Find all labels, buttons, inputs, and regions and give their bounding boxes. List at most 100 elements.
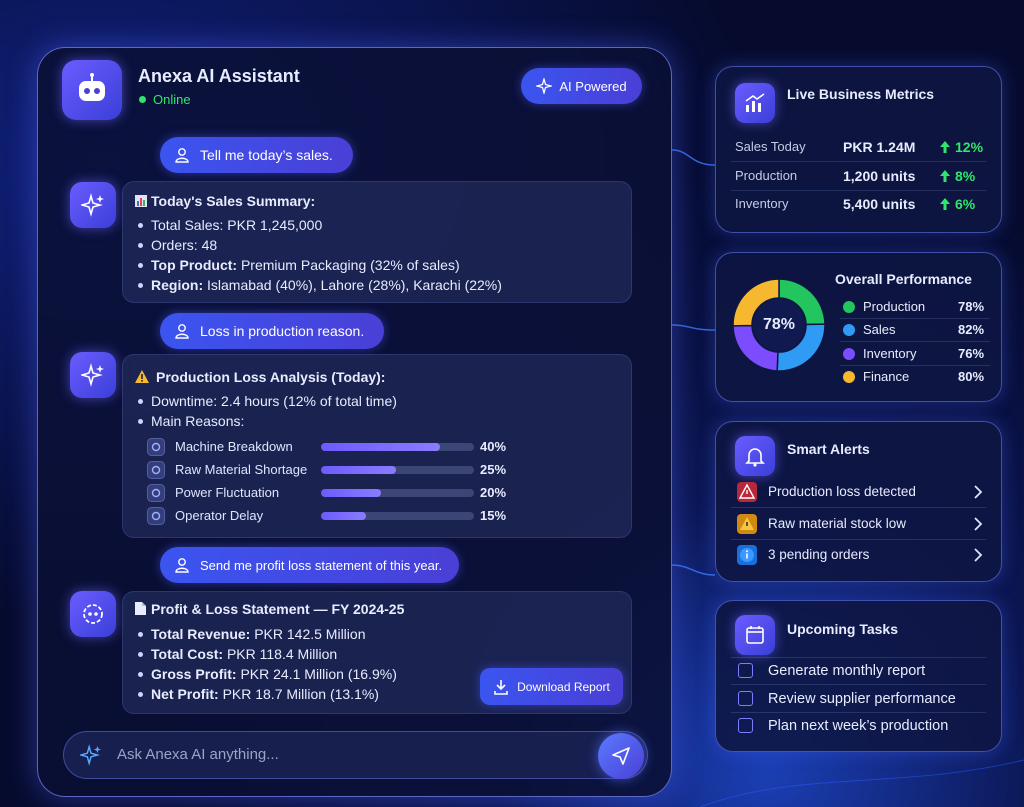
user-text: Loss in production reason. [200,323,365,339]
list-item: Main Reasons: [136,412,244,430]
item-label: Orders: [151,237,198,253]
divider [840,364,990,366]
list-item: Downtime: 2.4 hours (12% of total time) [136,392,397,410]
alert-icon [737,482,757,502]
item-label: Total Revenue: [151,626,251,642]
user-message: Tell me today’s sales. [160,137,353,173]
bar-track [321,512,474,520]
connector [671,149,716,166]
sparkle-icon [536,78,553,94]
divider [731,711,986,713]
alert-text: 3 pending orders [768,547,870,562]
assistant-status: Online [153,92,191,107]
sparkle-icon [81,363,104,387]
chart-emoji [135,195,147,207]
list-item: Total Revenue: PKR 142.5 Million [136,625,365,643]
item-text: Premium Packaging (32% of sales) [240,257,460,273]
ai-avatar [70,352,116,398]
tasks-icon [735,615,775,655]
user-icon [175,558,189,573]
chevron[interactable] [973,485,983,499]
bar [321,512,366,520]
legend-dot [843,370,855,383]
connector [671,324,716,331]
donut-chart [732,278,826,372]
metric-label: Production [735,167,798,183]
chevron[interactable] [973,548,983,562]
item-label: Main Reasons: [151,413,245,429]
message-heading: Today's Sales Summary: [151,193,316,209]
connector [671,564,716,576]
download-icon [494,679,508,695]
alert-text: Production loss detected [768,484,916,499]
up-arrow [940,198,950,210]
metric-change: 12% [955,139,984,155]
chat-input[interactable] [63,731,648,779]
legend-name: Inventory [863,345,917,361]
item-text: PKR 18.7 Million (13.1%) [222,686,379,702]
legend-dot [843,324,855,337]
donut-hole [753,299,805,351]
chevron[interactable] [973,516,983,531]
reason-icon [147,438,165,456]
user-message: Loss in production reason. [160,313,384,349]
reason-value: 25% [480,462,507,477]
checkbox[interactable] [738,663,753,678]
message-heading: Production Loss Analysis (Today): [156,369,386,385]
user-message: Send me profit loss statement of this ye… [160,547,459,583]
bar-track [321,489,474,497]
metric-value: 1,200 units [843,167,916,184]
divider [731,538,986,540]
ai-badge: AI Powered [521,68,642,104]
donut-segment [732,278,780,327]
chart-glyph [745,93,765,112]
divider [840,318,990,319]
item-label: Net Profit: [151,686,219,702]
assistant-title: Anexa AI Assistant [138,66,300,86]
reason-icon [147,461,165,479]
ai-avatar [70,182,116,228]
item-label: Total Cost: [151,646,224,662]
donut-center: 78% [762,316,796,333]
reason-icon [147,484,165,502]
alert-icon [737,513,757,534]
reason-name: Power Fluctuation [175,485,280,500]
item-label: Top Product: [151,257,238,273]
item-text: 2.4 hours (12% of total time) [221,393,397,409]
legend-dot [843,347,855,360]
warning-emoji [135,370,149,383]
send-icon [612,747,630,765]
item-label: Gross Profit: [151,666,237,682]
list-item: Region: Islamabad (40%), Lahore (28%), K… [136,276,502,294]
legend-value: 80% [958,368,985,384]
item-label: Downtime: [151,393,218,409]
button-text: Download Report [517,679,610,694]
bar-track [321,443,474,451]
reason-icon [147,507,165,525]
checkbox[interactable] [738,718,753,733]
reason-name: Machine Breakdown [175,439,293,454]
task-text: Review supplier performance [768,690,956,707]
metric-change: 8% [955,167,976,184]
card-title: Smart Alerts [787,441,870,457]
bar [321,443,441,451]
checkbox[interactable] [738,690,753,706]
reason-value: 15% [480,508,507,523]
send-button[interactable] [598,733,644,779]
legend-dot [843,301,855,313]
metric-value: 5,400 units [843,196,916,212]
status-dot [139,96,146,103]
alert-text: Raw material stock low [768,515,907,531]
metrics-icon [735,83,775,123]
metric-value: PKR 1.24M [843,139,916,155]
legend-value: 82% [958,322,985,338]
legend-value: 76% [958,345,985,361]
card-title: Upcoming Tasks [787,621,898,637]
metric-label: Inventory [735,196,789,211]
list-item: Total Sales: PKR 1,245,000 [136,216,322,234]
download-button[interactable]: Download Report [480,668,623,705]
robot-glyph [79,73,105,101]
